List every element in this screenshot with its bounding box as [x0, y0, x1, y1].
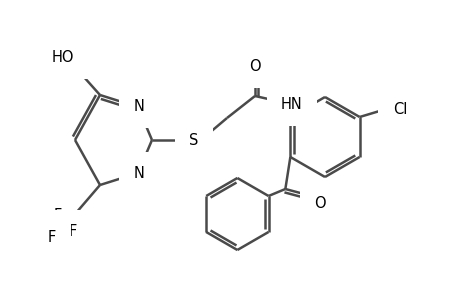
Text: F: F	[69, 224, 77, 239]
Text: HO: HO	[51, 50, 74, 64]
Text: S: S	[189, 133, 198, 148]
Text: N: N	[133, 167, 144, 182]
Text: O: O	[249, 58, 260, 74]
Text: F: F	[54, 208, 62, 223]
Text: O: O	[314, 196, 325, 211]
Text: F: F	[48, 230, 56, 245]
Text: N: N	[133, 98, 144, 113]
Text: Cl: Cl	[392, 101, 406, 116]
Text: HN: HN	[280, 97, 302, 112]
